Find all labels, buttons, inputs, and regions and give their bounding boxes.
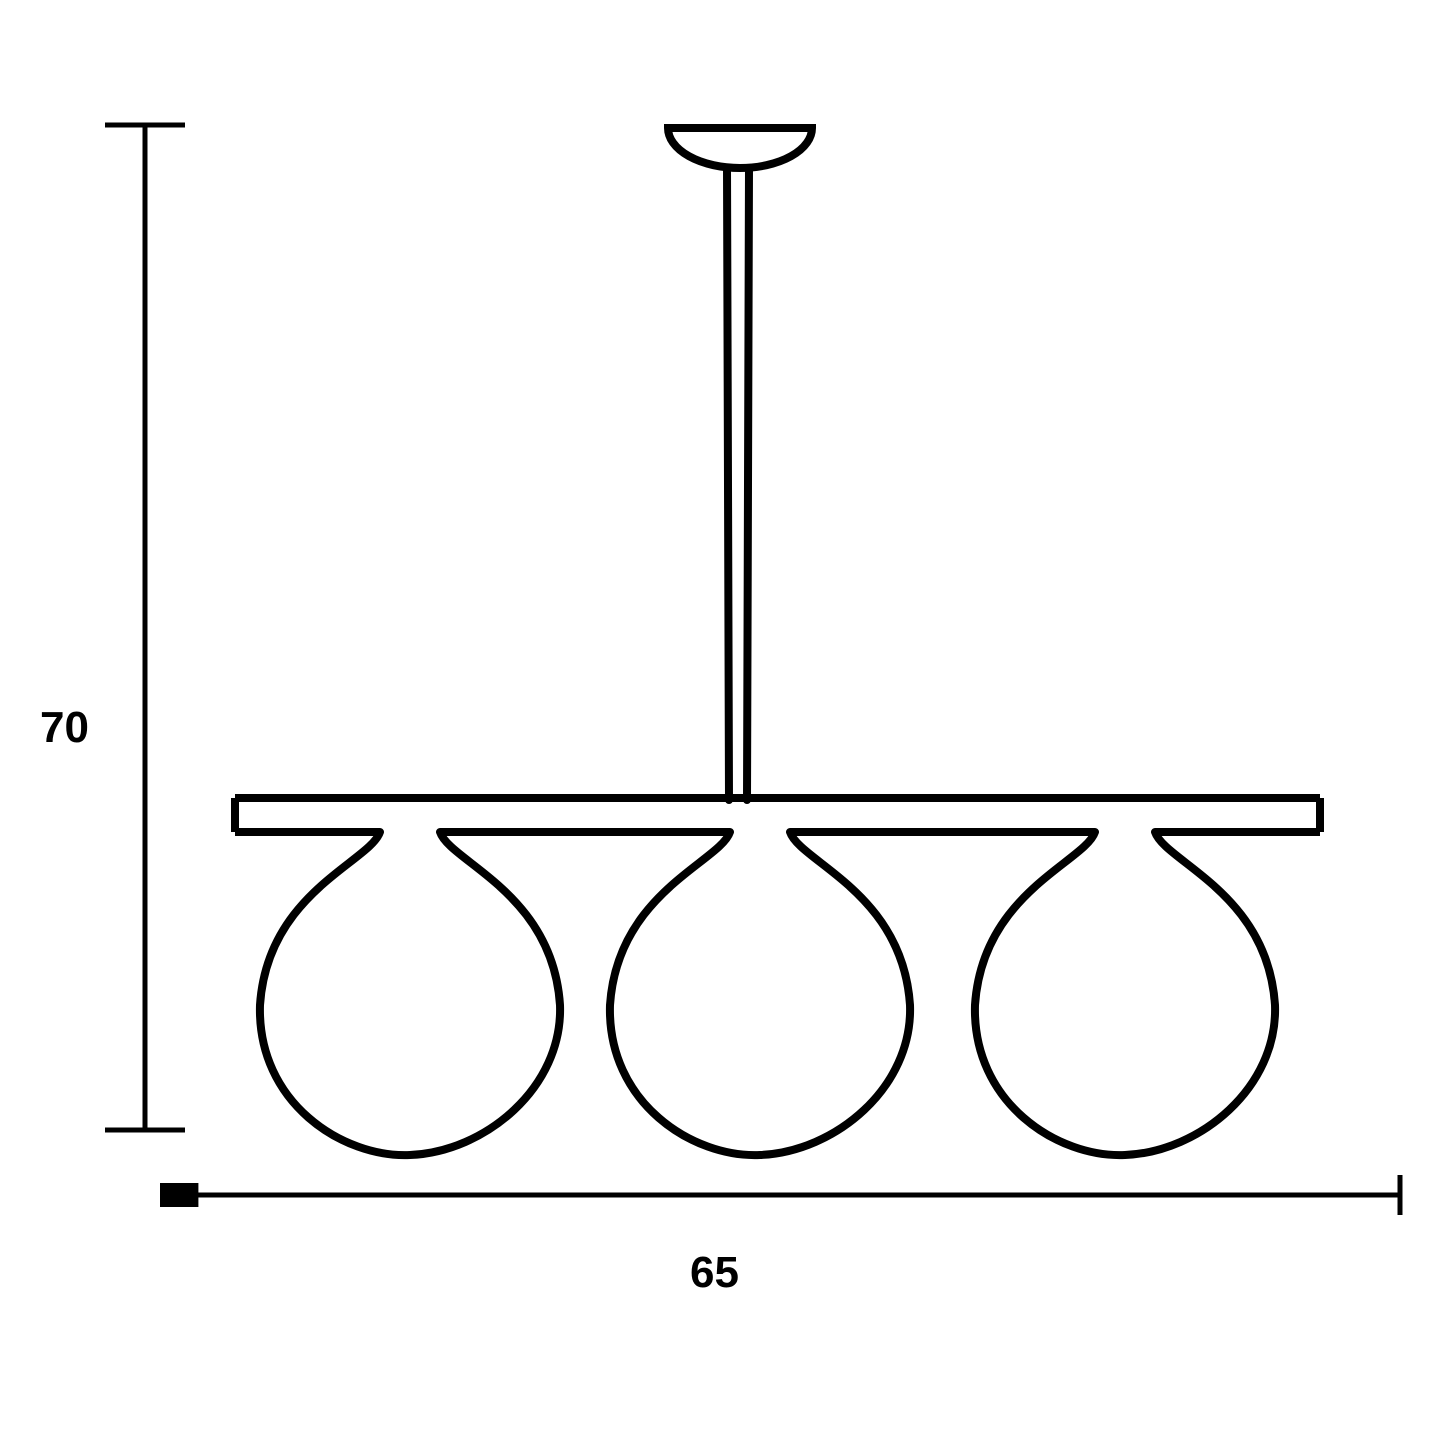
lamp-diagram-svg	[0, 0, 1440, 1440]
diagram-container: 70 65	[0, 0, 1440, 1440]
width-dimension-label: 65	[690, 1248, 739, 1298]
height-dimension-label: 70	[40, 703, 89, 753]
